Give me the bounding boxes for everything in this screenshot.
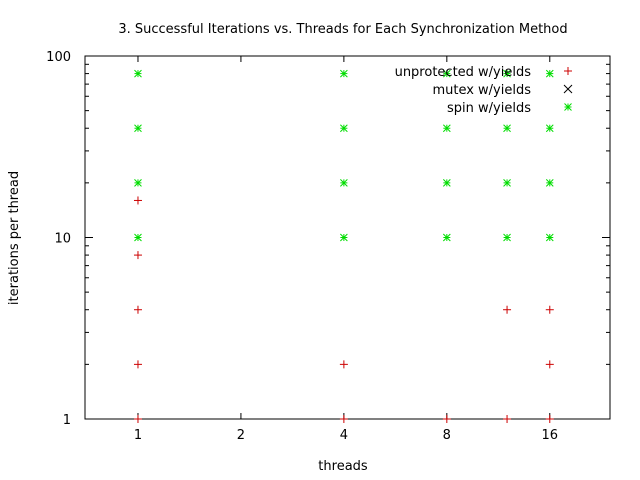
legend: unprotected w/yields mutex w/yields spin w…	[395, 65, 573, 116]
data-point-series-0	[133, 360, 142, 369]
data-point-series-0	[133, 305, 142, 314]
data-point-series-2	[340, 69, 348, 78]
legend-label: mutex w/yields	[432, 83, 531, 98]
data-point-series-0	[545, 415, 554, 423]
data-point-series-2	[442, 179, 451, 187]
legend-marker	[563, 84, 573, 94]
data-point-series-0	[339, 415, 348, 423]
data-point-series-2	[545, 233, 554, 242]
data-point-series-0	[133, 251, 142, 260]
data-point-series-0	[133, 415, 142, 423]
x-tick-label: 2	[237, 428, 245, 443]
data-point-series-0	[545, 305, 554, 314]
legend-marker	[564, 103, 572, 111]
x-axis-label: threads	[318, 459, 368, 474]
y-tick-label: 100	[46, 50, 71, 65]
legend-label: spin w/yields	[447, 101, 531, 116]
data-point-series-2	[442, 69, 451, 78]
data-point-series-2	[340, 179, 348, 187]
data-point-series-0	[503, 305, 512, 314]
chart-title: 3. Successful Iterations vs. Threads for…	[118, 22, 567, 37]
data-point-series-2	[442, 124, 451, 133]
data-point-series-2	[503, 179, 511, 187]
x-tick-label: 4	[340, 428, 348, 443]
data-points	[133, 69, 554, 423]
y-tick-label: 10	[54, 232, 71, 247]
data-point-series-2	[340, 233, 348, 242]
x-tick-label: 16	[542, 428, 559, 443]
data-point-series-2	[134, 124, 142, 133]
data-point-series-0	[442, 415, 451, 423]
data-point-series-2	[134, 179, 142, 187]
x-tick-label: 8	[443, 428, 451, 443]
data-point-series-0	[133, 196, 142, 205]
data-point-series-2	[134, 233, 142, 242]
data-point-series-2	[340, 124, 348, 133]
data-point-series-2	[134, 69, 142, 78]
legend-marker	[564, 67, 572, 75]
data-point-series-2	[545, 124, 554, 133]
data-point-series-2	[442, 233, 451, 242]
legend-label: unprotected w/yields	[395, 65, 532, 80]
data-point-series-0	[339, 360, 348, 369]
axis-ticks: 1 2 4 8 16 1 10 100	[46, 50, 610, 443]
data-point-series-0	[545, 360, 554, 369]
data-point-series-2	[503, 233, 511, 242]
data-point-series-2	[503, 69, 511, 78]
x-tick-label: 1	[134, 428, 142, 443]
data-point-series-2	[503, 124, 511, 133]
y-tick-label: 1	[63, 413, 71, 428]
y-axis-label: iterations per thread	[7, 171, 22, 305]
data-point-series-2	[545, 69, 554, 78]
data-point-series-2	[545, 179, 554, 187]
data-point-series-0	[503, 415, 512, 423]
